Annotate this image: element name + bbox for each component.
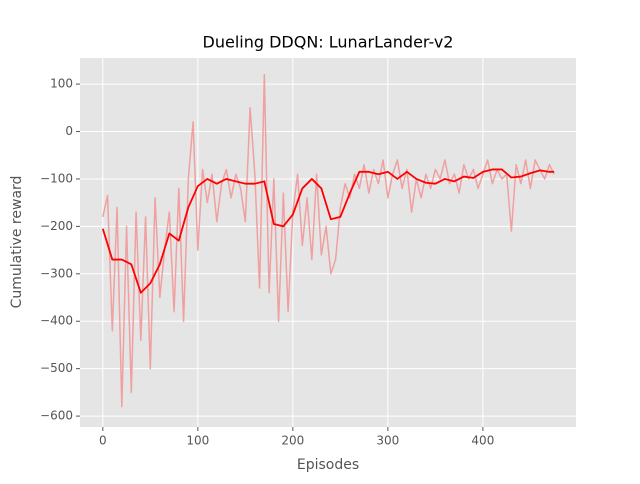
series-line	[101, 168, 555, 294]
x-tick-label: 300	[376, 434, 399, 448]
x-tick-label: 0	[99, 434, 107, 448]
y-tick-label: −100	[40, 171, 73, 185]
x-tick-label: 400	[471, 434, 494, 448]
y-tick-label: −500	[40, 361, 73, 375]
y-tick-label: 0	[65, 124, 73, 138]
chart-title: Dueling DDQN: LunarLander-v2	[203, 33, 454, 52]
x-tick-label: 100	[186, 434, 209, 448]
x-axis-label: Episodes	[297, 457, 359, 473]
x-tick-label: 200	[281, 434, 304, 448]
y-axis-label: Cumulative reward	[9, 176, 25, 309]
y-tick-label: 100	[50, 77, 73, 91]
y-tick-label: −400	[40, 314, 73, 328]
y-tick-label: −300	[40, 266, 73, 280]
y-tick-label: −200	[40, 219, 73, 233]
series-line	[102, 73, 555, 408]
y-tick-label: −600	[40, 409, 73, 423]
